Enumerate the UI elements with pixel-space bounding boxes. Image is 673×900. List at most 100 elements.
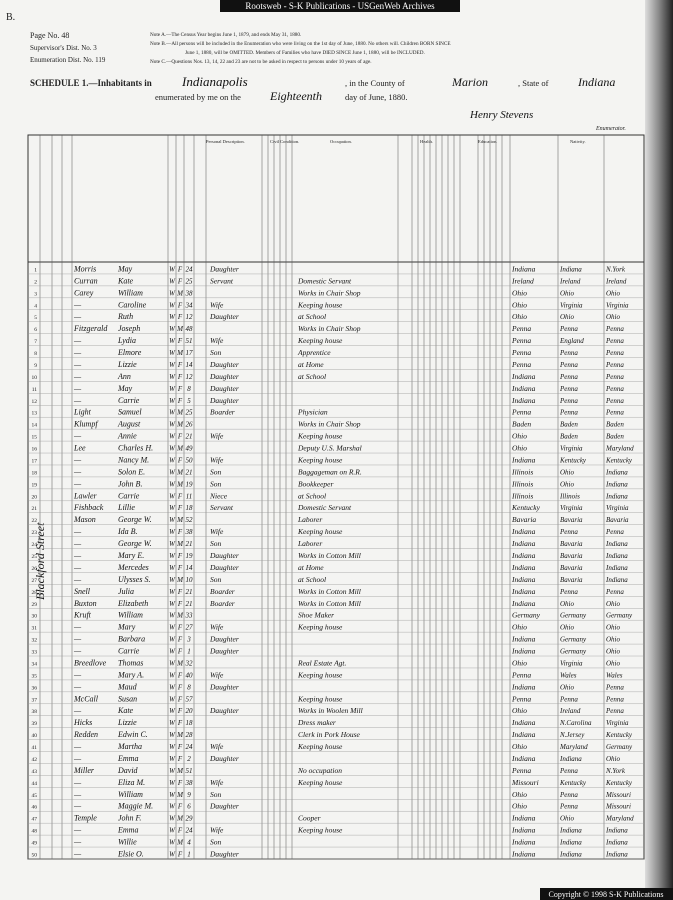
birthplace: Penna [511,766,531,775]
age: 3 [186,636,191,644]
color: W [169,600,176,608]
given-name: Ida B. [117,527,138,536]
enumeration-dist: Enumeration Dist. No. 119 [30,56,106,64]
relation: Wife [210,432,224,441]
sex: F [177,373,183,381]
age: 27 [186,624,194,632]
father-birthplace: Ohio [560,468,575,476]
sex: F [177,301,183,309]
surname: — [73,396,82,405]
mother-birthplace: Indiana [605,480,628,488]
birthplace: Ohio [512,802,527,811]
relation: Wife [210,455,224,464]
given-name: Lydia [117,336,136,345]
surname: Klumpf [73,420,99,429]
surname: — [73,647,82,656]
father-birthplace: Penna [559,373,578,381]
birthplace: Indiana [511,682,536,691]
relation: Son [210,467,222,476]
age: 51 [186,767,193,775]
sex: F [177,456,183,464]
relation: Daughter [209,360,239,369]
color: W [169,719,176,727]
father-birthplace: Indiana [559,755,582,763]
color: W [169,289,176,297]
given-name: William [118,288,143,297]
sex: F [177,433,183,441]
binding-edge [645,0,673,900]
age: 1 [187,648,191,656]
surname: — [73,384,82,393]
birthplace: Ohio [512,288,527,297]
given-name: Ruth [117,312,133,321]
birthplace: Indiana [511,575,536,584]
age: 12 [186,373,194,381]
birthplace: Penna [511,336,531,345]
sex: M [176,576,184,584]
color: W [169,827,176,835]
birthplace: Indiana [511,539,536,548]
given-name: Charles H. [118,444,153,453]
relation: Son [210,790,222,799]
column-header: Personal Description. [206,139,245,144]
mother-birthplace: Missouri [605,791,631,799]
age: 14 [186,361,194,369]
mother-birthplace: Virginia [606,504,629,512]
birthplace: Baden [512,420,531,429]
line-number: 6 [34,327,37,333]
color: W [169,433,176,441]
mother-birthplace: Penna [605,695,624,703]
given-name: Samuel [118,408,142,417]
relation: Wife [210,670,224,679]
mother-birthplace: Penna [605,361,624,369]
birthplace: Ohio [512,312,527,321]
age: 12 [186,313,194,321]
occupation: Works in Woolen Mill [298,706,363,715]
birthplace: Indiana [511,635,536,644]
given-name: Nancy M. [117,455,149,464]
given-name: Eliza M. [117,778,145,787]
given-name: George W. [118,515,152,524]
line-number: 13 [32,411,38,417]
occupation: Physician [297,408,328,417]
age: 10 [186,576,194,584]
given-name: Joseph [118,324,140,333]
sex: M [176,839,184,847]
line-number: 11 [32,387,38,393]
given-name: May [117,264,133,273]
age: 26 [186,421,194,429]
line-number: 14 [32,423,38,429]
father-birthplace: Indiana [559,265,582,273]
sex: M [176,516,184,524]
given-name: Mary A. [117,670,144,679]
mother-birthplace: Maryland [605,815,634,823]
line-number: 24 [32,542,38,548]
sex: F [177,743,183,751]
father-birthplace: Penna [559,385,578,393]
line-number: 38 [32,709,38,715]
father-birthplace: Indiana [559,851,582,859]
occupation: No occupation [297,766,342,775]
color: W [169,815,176,823]
table-rows: 1 Morris May W F 24 Daughter Indiana Indiana N.Yo… [32,264,635,858]
color: W [169,671,176,679]
given-name: Julia [118,587,134,596]
father-birthplace: N.Carolina [559,719,592,727]
given-name: William [118,790,143,799]
birthplace: Indiana [511,599,536,608]
age: 34 [185,301,194,309]
birthplace: Penna [511,694,531,703]
line-number: 5 [34,315,37,321]
sex: M [176,659,184,667]
birthplace: Indiana [511,718,536,727]
line-number: 15 [32,435,38,441]
line-number: 45 [32,793,38,799]
relation: Daughter [209,706,239,715]
sex: F [177,671,183,679]
surname: — [73,635,82,644]
given-name: Maggie M. [117,802,153,811]
page-no: Page No. 48 [30,31,69,40]
relation: Wife [210,778,224,787]
age: 24 [186,827,194,835]
sex: M [176,289,184,297]
